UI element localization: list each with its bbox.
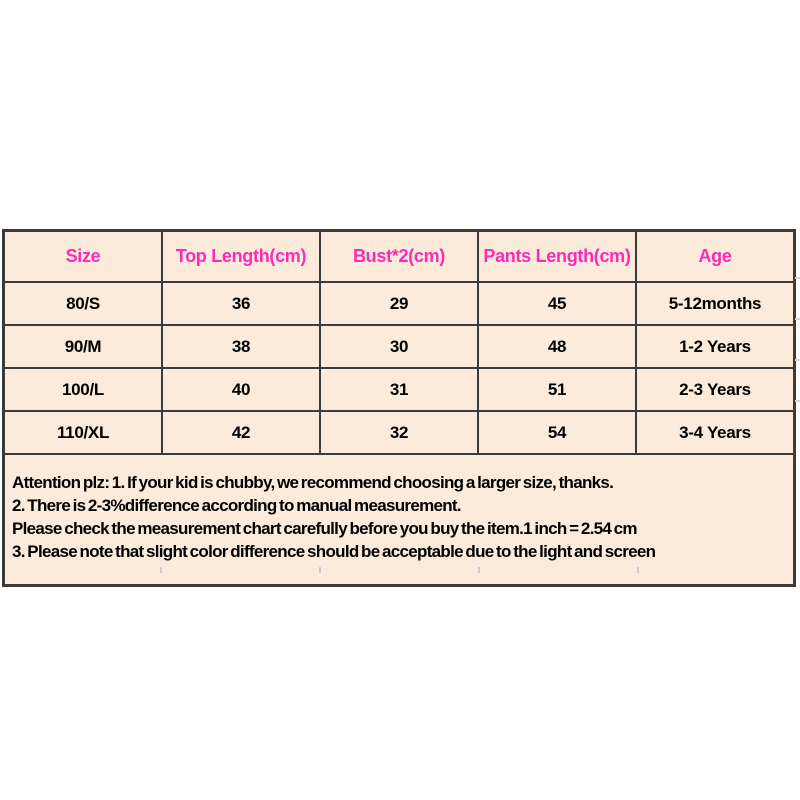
tick-mark [637,567,639,573]
attention-notes-cell: Attention plz: 1. If your kid is chubby,… [2,453,796,587]
cell-top-length: 40 [160,367,321,412]
cell-size: 100/L [2,367,163,412]
cell-bust: 31 [318,367,479,412]
cell-size: 80/S [2,281,163,326]
cell-pants-length: 54 [476,410,637,455]
cell-top-length: 36 [160,281,321,326]
cell-top-length: 38 [160,324,321,369]
cell-pants-length: 51 [476,367,637,412]
note-line-tolerance: 2. There is 2-3%difference according to … [12,496,462,515]
table-row-100l: 100/L 40 31 51 2-3 Years [2,367,796,412]
tick-mark [319,567,321,573]
tick-mark [795,400,800,402]
column-header-size: Size [2,229,163,283]
table-row-90m: 90/M 38 30 48 1-2 Years [2,324,796,369]
tick-mark [795,359,800,361]
cell-pants-length: 48 [476,324,637,369]
tick-mark [795,277,800,279]
tick-mark [160,567,162,573]
cell-age: 5-12months [634,281,796,326]
cell-pants-length: 45 [476,281,637,326]
cell-bust: 30 [318,324,479,369]
cell-size: 110/XL [2,410,163,455]
table-row-80s: 80/S 36 29 45 5-12months [2,281,796,326]
cell-age: 3-4 Years [634,410,796,455]
column-header-bust: Bust*2(cm) [318,229,479,283]
notes-row: Attention plz: 1. If your kid is chubby,… [2,453,796,587]
column-header-top-length: Top Length(cm) [160,229,321,283]
tick-mark [795,318,800,320]
cell-bust: 29 [318,281,479,326]
table-header-row: Size Top Length(cm) Bust*2(cm) Pants Len… [2,229,796,283]
size-chart-table: Size Top Length(cm) Bust*2(cm) Pants Len… [2,229,796,587]
column-header-age: Age [634,229,796,283]
note-line-check-chart: Please check the measurement chart caref… [12,519,638,538]
cell-bust: 32 [318,410,479,455]
cell-age: 2-3 Years [634,367,796,412]
table-row-110xl: 110/XL 42 32 54 3-4 Years [2,410,796,455]
tick-mark [478,567,480,573]
cell-size: 90/M [2,324,163,369]
cell-age: 1-2 Years [634,324,796,369]
note-line-attention: Attention plz: 1. If your kid is chubby,… [12,473,614,492]
column-header-pants-length: Pants Length(cm) [476,229,637,283]
note-line-color-difference: 3. Please note that slight color differe… [12,542,656,561]
cell-top-length: 42 [160,410,321,455]
